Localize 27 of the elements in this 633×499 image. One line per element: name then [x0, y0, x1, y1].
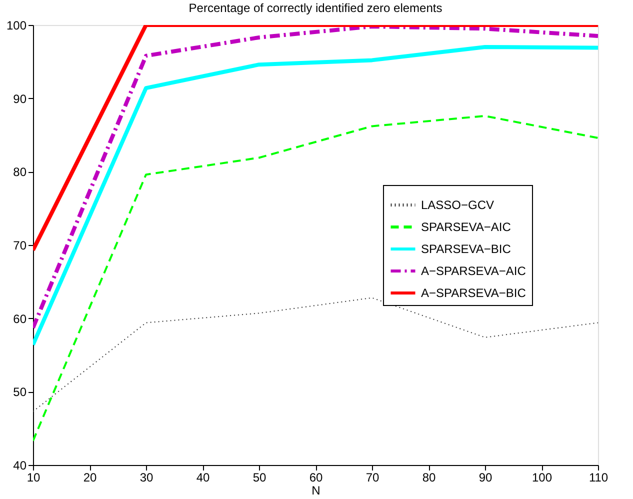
x-tick-label: 20	[83, 470, 97, 484]
x-tick-label: 90	[478, 470, 492, 484]
y-tick-label: 80	[13, 165, 27, 180]
x-tick-label: 80	[422, 470, 436, 484]
chart-title: Percentage of correctly identified zero elements	[188, 1, 442, 15]
y-tick-label: 40	[13, 458, 27, 472]
x-tick-label: 70	[366, 470, 380, 484]
x-tick-label: 10	[26, 470, 40, 484]
y-tick-label: 60	[13, 312, 27, 326]
y-tick-label: 90	[13, 92, 27, 106]
x-tick-label: 50	[252, 470, 266, 484]
legend-label: SPARSEVA−AIC	[421, 220, 512, 234]
line-series	[33, 114, 598, 442]
x-tick-label: 60	[309, 470, 323, 484]
x-tick-label: 40	[196, 470, 210, 484]
x-axis-title: N	[312, 484, 320, 498]
line-series	[33, 297, 598, 412]
y-tick-label: 50	[13, 385, 27, 400]
x-tick-label: 100	[532, 470, 552, 484]
legend-label: A−SPARSEVA−BIC	[421, 286, 526, 300]
legend-label: LASSO−GCV	[421, 198, 494, 212]
legend-label: A−SPARSEVA−AIC	[421, 264, 526, 278]
y-tick-label: 100	[6, 18, 27, 32]
y-tick-label: 70	[13, 238, 27, 252]
x-tick-label: 110	[588, 470, 608, 484]
x-tick-label: 30	[140, 470, 154, 484]
legend-label: SPARSEVA−BIC	[421, 242, 512, 256]
